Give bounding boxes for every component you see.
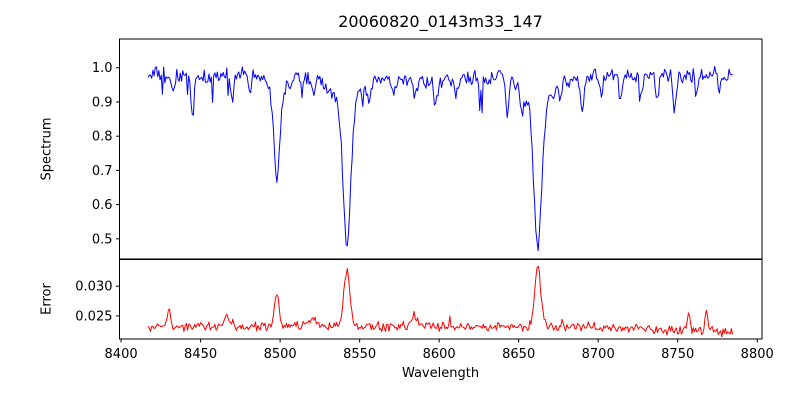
error-line xyxy=(147,265,734,338)
x-tick-label: 8550 xyxy=(343,347,376,362)
x-tick-label: 8400 xyxy=(105,347,138,362)
x-tick-label: 8650 xyxy=(502,347,535,362)
y-tick-label: 1.0 xyxy=(92,61,113,76)
x-tick-label: 8750 xyxy=(661,347,694,362)
wavelength-axis-label: Wavelength xyxy=(401,366,480,381)
x-tick-label: 8600 xyxy=(423,347,456,362)
x-tick-label: 8800 xyxy=(741,347,774,362)
y-tick-label: 0.030 xyxy=(75,280,112,295)
y-tick-label: 0.8 xyxy=(92,130,113,145)
chart-title: 20060820_0143m33_147 xyxy=(338,12,543,31)
y-tick-label: 0.025 xyxy=(75,309,112,324)
y-tick-label: 0.9 xyxy=(92,95,113,110)
error-panel-border xyxy=(119,259,763,340)
x-tick-label: 8700 xyxy=(582,347,615,362)
y-tick-label: 0.5 xyxy=(92,232,113,247)
spectrum-line xyxy=(147,66,733,252)
x-tick-label: 8450 xyxy=(184,347,217,362)
x-tick-label: 8500 xyxy=(264,347,297,362)
y-tick-label: 0.7 xyxy=(92,164,113,179)
spectrum-axis-label: Spectrum xyxy=(39,117,55,181)
y-tick-label: 0.6 xyxy=(92,198,113,213)
error-axis-label: Error xyxy=(39,283,55,315)
